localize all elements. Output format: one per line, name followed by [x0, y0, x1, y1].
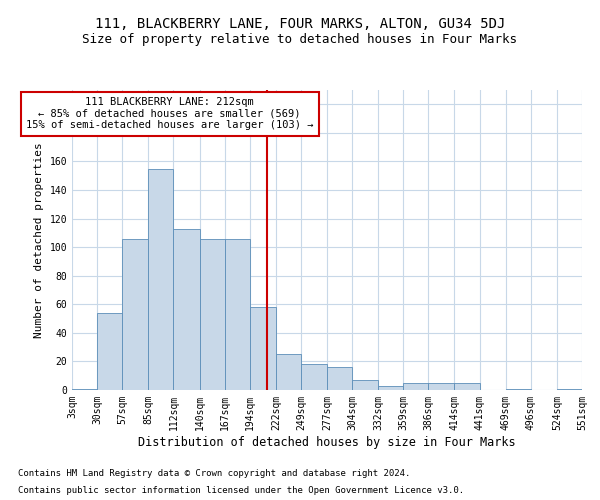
Bar	[199, 238, 224, 390]
Bar	[97, 313, 122, 390]
Bar	[557, 388, 582, 390]
Bar	[122, 238, 148, 390]
Bar	[428, 383, 455, 390]
Bar	[276, 354, 301, 390]
Bar	[506, 388, 531, 390]
Bar	[455, 383, 479, 390]
Text: Size of property relative to detached houses in Four Marks: Size of property relative to detached ho…	[83, 32, 517, 46]
Bar	[301, 364, 327, 390]
Text: Contains HM Land Registry data © Crown copyright and database right 2024.: Contains HM Land Registry data © Crown c…	[18, 468, 410, 477]
Y-axis label: Number of detached properties: Number of detached properties	[34, 142, 44, 338]
Text: Contains public sector information licensed under the Open Government Licence v3: Contains public sector information licen…	[18, 486, 464, 495]
Bar	[224, 238, 250, 390]
Bar	[327, 367, 352, 390]
Bar	[250, 307, 276, 390]
Bar	[352, 380, 378, 390]
Bar	[173, 228, 199, 390]
X-axis label: Distribution of detached houses by size in Four Marks: Distribution of detached houses by size …	[138, 436, 516, 448]
Text: 111 BLACKBERRY LANE: 212sqm
← 85% of detached houses are smaller (569)
15% of se: 111 BLACKBERRY LANE: 212sqm ← 85% of det…	[26, 97, 313, 130]
Bar	[148, 168, 173, 390]
Bar	[403, 383, 428, 390]
Bar	[72, 388, 97, 390]
Text: 111, BLACKBERRY LANE, FOUR MARKS, ALTON, GU34 5DJ: 111, BLACKBERRY LANE, FOUR MARKS, ALTON,…	[95, 18, 505, 32]
Bar	[378, 386, 403, 390]
